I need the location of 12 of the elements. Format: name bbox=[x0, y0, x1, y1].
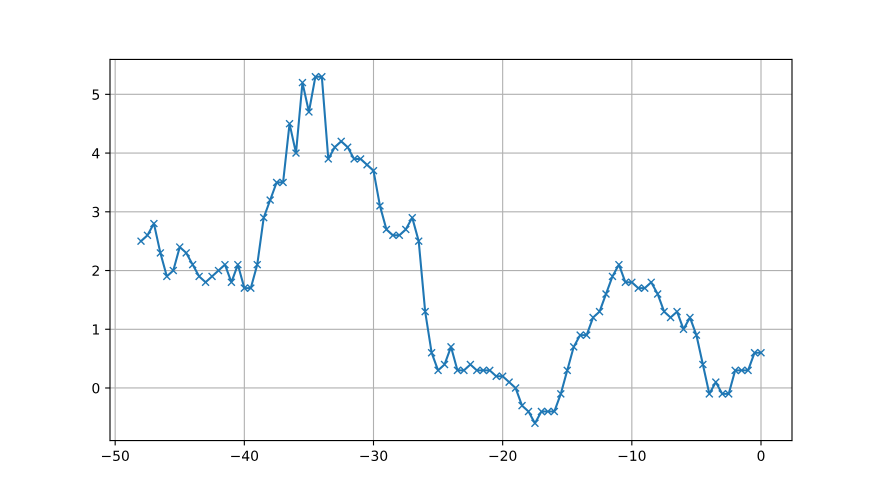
y-tick-label: 2 bbox=[92, 266, 99, 276]
x-tick-label: 0 bbox=[757, 450, 764, 462]
y-tick-label: 4 bbox=[92, 148, 100, 158]
y-tick-label: 0 bbox=[92, 382, 100, 394]
x-tick-label: −20 bbox=[489, 450, 516, 462]
x-tick-label: −30 bbox=[360, 450, 388, 462]
y-tick-label: 5 bbox=[92, 89, 100, 100]
y-tick-label: 1 bbox=[92, 324, 99, 335]
y-tick-label: 3 bbox=[92, 206, 100, 218]
x-tick-label: −50 bbox=[102, 450, 129, 462]
x-tick-label: −40 bbox=[231, 450, 258, 462]
x-tick-label: −10 bbox=[618, 450, 646, 462]
